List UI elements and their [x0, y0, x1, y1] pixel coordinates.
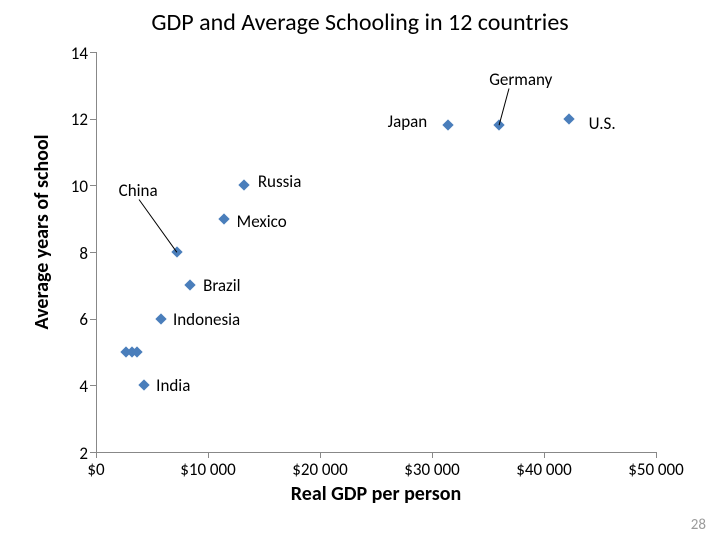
y-tick-label: 14	[56, 43, 88, 64]
page-number: 28	[691, 516, 706, 534]
x-tick	[320, 452, 321, 458]
point-label: Mexico	[237, 211, 287, 232]
x-tick	[208, 452, 209, 458]
callout-line	[499, 89, 510, 126]
x-tick	[96, 452, 97, 458]
point-label: China	[119, 180, 158, 201]
y-tick-label: 6	[56, 309, 88, 330]
y-tick	[90, 385, 96, 386]
y-tick	[90, 119, 96, 120]
y-axis-title: Average years of school	[30, 82, 54, 382]
x-tick-label: $20 000	[275, 459, 365, 480]
x-tick-label: $30 000	[387, 459, 477, 480]
y-tick	[90, 252, 96, 253]
point-label: Germany	[489, 69, 552, 90]
scatter-marker	[563, 113, 574, 124]
y-tick-label: 12	[56, 109, 88, 130]
point-label: Brazil	[203, 275, 241, 296]
scatter-marker	[218, 213, 229, 224]
x-tick	[544, 452, 545, 458]
y-tick	[90, 319, 96, 320]
y-tick-label: 10	[56, 176, 88, 197]
x-axis-title: Real GDP per person	[96, 482, 656, 506]
chart-title: GDP and Average Schooling in 12 countrie…	[0, 8, 720, 37]
y-axis-line	[96, 52, 97, 452]
y-tick-label: 4	[56, 376, 88, 397]
plot-area: India Indonesia Brazil China Mexico Russia Jap…	[96, 52, 656, 452]
point-label: Japan	[388, 111, 428, 132]
y-tick-label: 8	[56, 243, 88, 264]
scatter-marker	[442, 120, 453, 131]
point-label: U.S.	[589, 113, 616, 134]
y-tick	[90, 185, 96, 186]
x-tick-label: $10 000	[163, 459, 253, 480]
scatter-marker	[238, 180, 249, 191]
point-label: Indonesia	[173, 309, 240, 330]
x-tick	[656, 452, 657, 458]
x-tick	[432, 452, 433, 458]
x-tick-label: $0	[51, 459, 141, 480]
x-axis-line	[96, 452, 656, 453]
scatter-marker	[138, 380, 149, 391]
point-label: Russia	[258, 171, 302, 192]
scatter-marker	[184, 280, 195, 291]
x-tick-label: $50 000	[611, 459, 701, 480]
y-tick	[90, 52, 96, 53]
x-tick-label: $40 000	[499, 459, 589, 480]
callout-line	[138, 199, 177, 253]
point-label: India	[156, 375, 190, 396]
scatter-marker	[155, 313, 166, 324]
slide: GDP and Average Schooling in 12 countrie…	[0, 0, 720, 540]
